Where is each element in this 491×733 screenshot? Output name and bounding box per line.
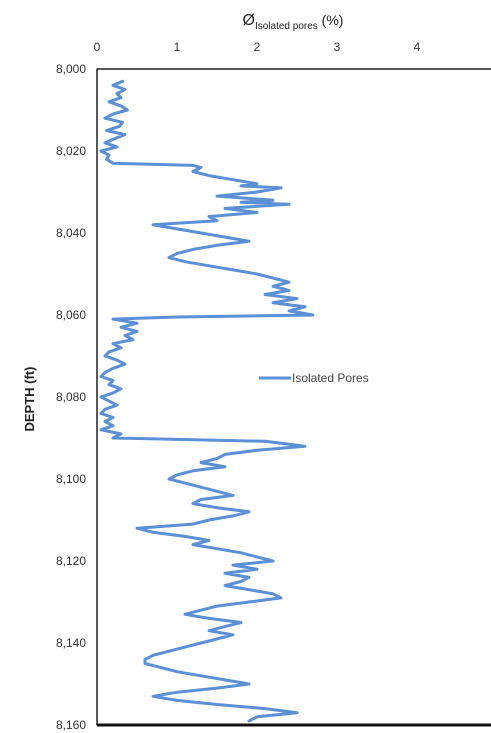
y-tick-label: 8,000: [56, 62, 86, 76]
x-tick-label: 2: [254, 40, 261, 54]
x-tick-label: 1: [174, 40, 181, 54]
plot-area: [96, 68, 491, 727]
legend: Isolated Pores: [259, 371, 369, 385]
x-tick-label: 4: [414, 40, 421, 54]
x-tick-label: 0: [94, 40, 101, 54]
y-axis-title: DEPTH (ft): [22, 367, 37, 432]
plot-frame: [96, 68, 491, 726]
x-axis-title-unit: (%): [318, 12, 344, 28]
x-axis-title: ØIsolated pores (%): [243, 12, 344, 32]
y-tick-label: 8,160: [56, 718, 86, 732]
x-axis-title-symbol: Ø: [243, 12, 255, 29]
y-tick-label: 8,140: [56, 636, 86, 650]
series-line-isolated-pores: [99, 79, 315, 723]
x-tick-labels: 012345: [94, 40, 421, 54]
y-tick-label: 8,100: [56, 472, 86, 486]
x-axis-title-subscript: Isolated pores: [255, 21, 318, 32]
x-tick-label: 3: [334, 40, 341, 54]
y-tick-label: 8,120: [56, 554, 86, 568]
y-tick-label: 8,080: [56, 390, 86, 404]
y-tick-label: 8,020: [56, 144, 86, 158]
y-tick-label: 8,060: [56, 308, 86, 322]
y-tick-label: 8,040: [56, 226, 86, 240]
legend-label: Isolated Pores: [292, 371, 369, 385]
y-tick-labels: 8,000 8,020 8,040 8,060 8,080 8,100 8,120 8,140…: [56, 62, 86, 732]
